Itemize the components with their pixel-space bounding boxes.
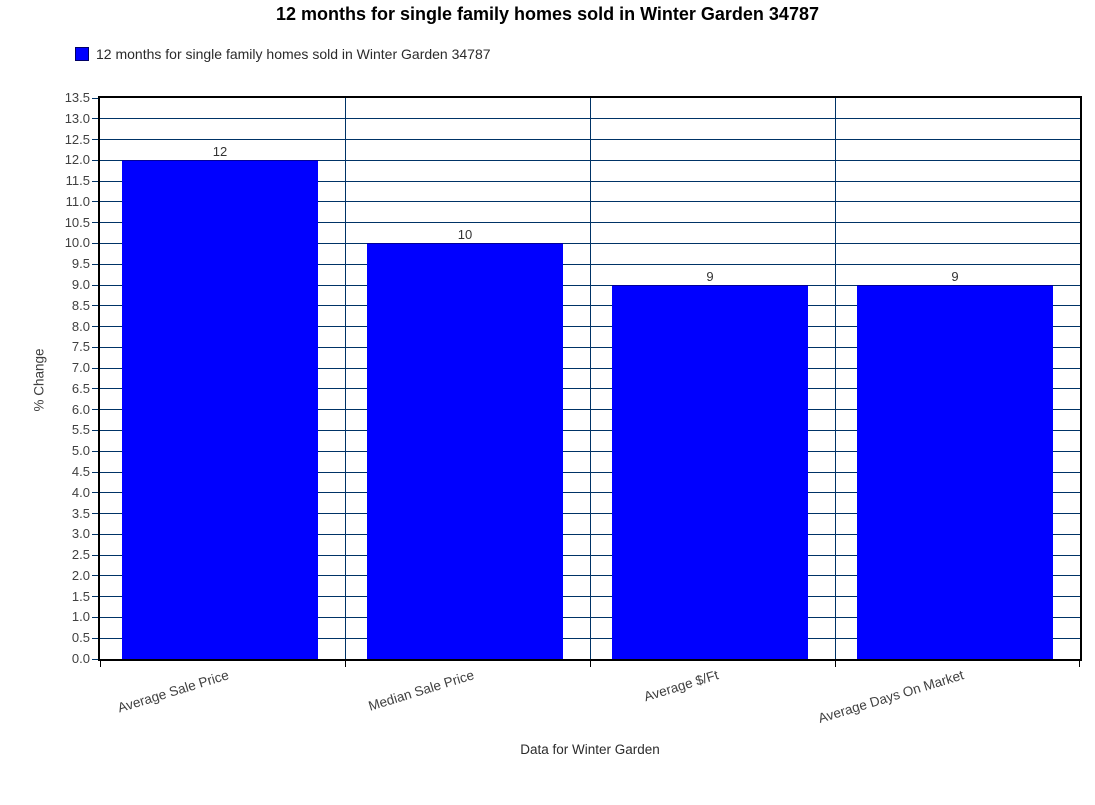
- x-axis-category-label: Average Days On Market: [816, 667, 966, 726]
- y-axis-tick-label: 9.0: [71, 277, 90, 292]
- bar: [857, 285, 1053, 659]
- y-tick-mark: [92, 180, 98, 182]
- y-axis-tick-label: 0.5: [71, 630, 90, 646]
- y-axis-tick-label: 1.0: [71, 609, 90, 625]
- bar-value-label: 9: [945, 267, 965, 285]
- category-separator: [589, 98, 591, 659]
- y-axis-tick-label: 11.0: [65, 193, 90, 209]
- bar-value-label: 9: [700, 267, 720, 285]
- y-tick-mark: [92, 513, 98, 515]
- x-tick-mark: [835, 661, 836, 667]
- y-axis-tick-label: 8.5: [71, 297, 90, 313]
- x-axis-category-label: Average Sale Price: [116, 667, 231, 716]
- y-tick-mark: [92, 222, 98, 224]
- y-tick-mark: [92, 305, 98, 307]
- bar: [612, 285, 808, 659]
- legend-label: 12 months for single family homes sold i…: [96, 46, 491, 62]
- y-axis-tick-label: 13.5: [64, 90, 90, 105]
- y-tick-mark: [92, 450, 98, 452]
- y-tick-mark: [92, 409, 98, 411]
- legend: 12 months for single family homes sold i…: [75, 46, 491, 62]
- y-tick-mark: [92, 533, 98, 535]
- y-axis-tick-label: 2.5: [71, 547, 90, 563]
- y-axis-tick-label: 4.0: [71, 484, 90, 500]
- x-axis-title: Data for Winter Garden: [520, 742, 660, 757]
- bar: [367, 243, 563, 659]
- y-tick-mark: [92, 97, 98, 99]
- y-tick-mark: [92, 242, 98, 244]
- y-tick-mark: [92, 263, 98, 265]
- y-axis-tick-label: 6.5: [71, 380, 90, 396]
- y-tick-mark: [92, 388, 98, 390]
- bar-value-label: 12: [206, 142, 234, 161]
- y-axis-tick-label: 11.5: [65, 173, 90, 189]
- x-tick-mark: [100, 661, 101, 667]
- x-axis-category-label: Median Sale Price: [366, 667, 476, 714]
- y-tick-mark: [92, 118, 98, 120]
- y-tick-mark: [92, 575, 98, 577]
- bar: [122, 160, 318, 659]
- y-axis-tick-label: 9.5: [71, 256, 90, 272]
- x-axis-category-label: Average $/Ft: [642, 667, 721, 705]
- y-tick-mark: [92, 616, 98, 618]
- y-axis-tick-label: 8.0: [71, 318, 90, 334]
- legend-swatch-icon: [75, 47, 89, 61]
- y-axis-tick-label: 0.0: [71, 651, 90, 666]
- y-axis-tick-label: 2.0: [71, 567, 90, 583]
- bar-value-label: 10: [451, 225, 479, 244]
- y-axis-tick-label: 6.0: [71, 401, 90, 417]
- plot-area: 12 10 9 9: [98, 96, 1082, 661]
- y-tick-mark: [92, 658, 98, 660]
- y-axis-tick-label: 13.0: [64, 110, 90, 126]
- y-axis-tick-label: 3.0: [71, 526, 90, 542]
- y-tick-mark: [92, 554, 98, 556]
- category-separator: [344, 98, 346, 659]
- y-tick-mark: [92, 139, 98, 141]
- y-axis-tick-label: 10.0: [64, 235, 90, 251]
- y-axis-tick-label: 4.5: [71, 464, 90, 479]
- y-tick-mark: [92, 326, 98, 328]
- y-tick-mark: [92, 596, 98, 598]
- y-axis-tick-label: 5.0: [71, 443, 90, 459]
- y-axis-tick-label: 12.5: [64, 131, 90, 147]
- y-tick-mark: [92, 367, 98, 369]
- y-axis-tick-label: 12.0: [64, 152, 90, 168]
- y-tick-mark: [92, 492, 98, 494]
- y-axis-tick-label: 7.0: [71, 360, 90, 376]
- y-axis-tick-label: 5.5: [71, 422, 90, 438]
- y-axis-tick-label: 7.5: [71, 339, 90, 355]
- y-tick-mark: [92, 284, 98, 286]
- chart-title: 12 months for single family homes sold i…: [276, 4, 819, 24]
- x-tick-mark: [590, 661, 591, 667]
- x-tick-mark: [345, 661, 346, 667]
- y-axis-tick-label: 3.5: [71, 505, 90, 521]
- y-tick-mark: [92, 201, 98, 203]
- category-separator: [834, 98, 836, 659]
- y-axis-tick-label: 1.5: [71, 588, 90, 604]
- x-tick-mark: [1079, 661, 1080, 667]
- y-tick-mark: [92, 159, 98, 161]
- y-tick-mark: [92, 637, 98, 639]
- y-tick-mark: [92, 471, 98, 473]
- y-tick-mark: [92, 346, 98, 348]
- y-axis-tick-label: 10.5: [64, 214, 90, 230]
- y-tick-mark: [92, 429, 98, 431]
